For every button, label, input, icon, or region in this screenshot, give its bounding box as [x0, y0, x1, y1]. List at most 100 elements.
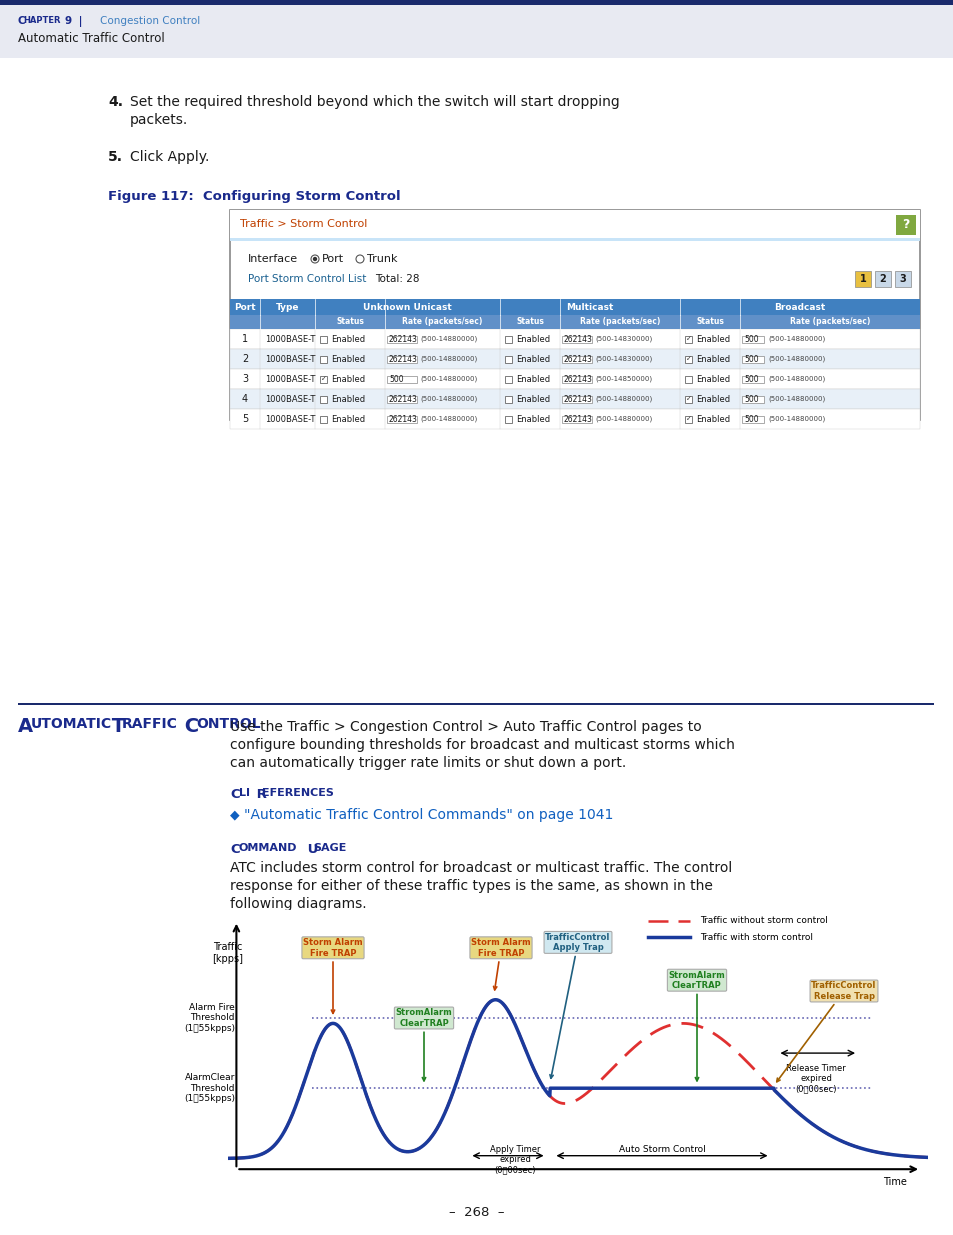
Text: Enabled: Enabled: [696, 335, 729, 343]
Text: Traffic
[kpps]: Traffic [kpps]: [213, 942, 243, 965]
Bar: [230, 369, 919, 389]
Text: Alarm Fire
Threshold
(1ⷂ55kpps): Alarm Fire Threshold (1ⷂ55kpps): [184, 1003, 234, 1032]
Bar: [230, 238, 919, 241]
Text: LI: LI: [239, 788, 250, 798]
Text: response for either of these traffic types is the same, as shown in the: response for either of these traffic typ…: [230, 879, 712, 893]
Text: ◆: ◆: [230, 808, 239, 821]
Text: T: T: [105, 718, 125, 736]
Bar: [741, 356, 763, 363]
Text: (500-14880000): (500-14880000): [419, 416, 476, 422]
Text: (500-14880000): (500-14880000): [767, 416, 824, 422]
Text: Status: Status: [696, 317, 723, 326]
Text: configure bounding thresholds for broadcast and multicast storms which: configure bounding thresholds for broadc…: [230, 739, 734, 752]
Text: Trunk: Trunk: [367, 254, 397, 264]
Bar: [504, 356, 512, 363]
Text: 262143: 262143: [563, 354, 592, 363]
Text: Traffic with storm control: Traffic with storm control: [700, 932, 813, 941]
Text: TrafficControl
Apply Trap: TrafficControl Apply Trap: [545, 932, 610, 1078]
Text: Automatic Traffic Control: Automatic Traffic Control: [18, 32, 165, 44]
Text: ✓: ✓: [685, 356, 691, 362]
Text: can automatically trigger rate limits or shut down a port.: can automatically trigger rate limits or…: [230, 756, 625, 769]
Text: 1000BASE-T: 1000BASE-T: [265, 394, 315, 404]
Text: Auto Storm Control: Auto Storm Control: [618, 1145, 704, 1153]
Text: AlarmClear
Threshold
(1ⷂ55kpps): AlarmClear Threshold (1ⷂ55kpps): [184, 1073, 234, 1103]
Text: ✓: ✓: [685, 396, 691, 403]
Text: Click Apply.: Click Apply.: [130, 149, 209, 164]
Text: 262143: 262143: [389, 394, 417, 404]
Text: 1000BASE-T: 1000BASE-T: [265, 374, 315, 384]
Circle shape: [355, 254, 364, 263]
Bar: [894, 270, 910, 287]
Text: 500: 500: [743, 354, 758, 363]
Text: (500-14880000): (500-14880000): [419, 356, 476, 362]
Text: (500-14880000): (500-14880000): [767, 395, 824, 403]
Text: Enabled: Enabled: [331, 354, 365, 363]
Text: ONTROL: ONTROL: [195, 718, 260, 731]
Text: Storm Alarm
Fire TRAP: Storm Alarm Fire TRAP: [303, 939, 362, 1014]
Text: Traffic > Storm Control: Traffic > Storm Control: [240, 219, 367, 228]
Text: (500-14880000): (500-14880000): [419, 395, 476, 403]
Bar: [230, 315, 919, 329]
Bar: [895, 215, 915, 235]
Text: 3: 3: [899, 274, 905, 284]
Circle shape: [311, 254, 318, 263]
Bar: [319, 375, 327, 383]
Text: (500-14830000): (500-14830000): [595, 336, 652, 342]
Text: (500-14880000): (500-14880000): [595, 395, 652, 403]
Bar: [741, 416, 763, 424]
Text: ✓: ✓: [320, 375, 326, 382]
Bar: [504, 375, 512, 383]
Text: C: C: [230, 844, 239, 856]
Bar: [741, 336, 763, 343]
Text: Enabled: Enabled: [516, 415, 550, 424]
Text: ✓: ✓: [685, 416, 691, 422]
Text: (500-14880000): (500-14880000): [767, 356, 824, 362]
Text: (500-14850000): (500-14850000): [595, 375, 652, 383]
Bar: [684, 356, 691, 363]
Text: 262143: 262143: [563, 415, 592, 424]
Bar: [319, 356, 327, 363]
Bar: [874, 270, 890, 287]
Text: following diagrams.: following diagrams.: [230, 897, 366, 911]
Text: 262143: 262143: [389, 415, 417, 424]
Text: 1000BASE-T: 1000BASE-T: [265, 354, 315, 363]
Bar: [561, 396, 592, 403]
Bar: [230, 210, 919, 238]
Text: Enabled: Enabled: [516, 354, 550, 363]
Text: C: C: [230, 788, 239, 802]
Text: ?: ?: [902, 219, 909, 231]
Text: 1: 1: [242, 333, 248, 345]
Bar: [0, 0, 953, 5]
Bar: [0, 0, 953, 58]
Text: –  268  –: – 268 –: [449, 1207, 504, 1219]
Bar: [561, 356, 592, 363]
Text: C: C: [178, 718, 199, 736]
Text: R: R: [252, 788, 267, 802]
Text: 262143: 262143: [563, 374, 592, 384]
Text: Multicast: Multicast: [566, 303, 613, 311]
Bar: [684, 375, 691, 383]
Text: Port Storm Control List: Port Storm Control List: [248, 274, 366, 284]
Bar: [504, 336, 512, 343]
Text: A: A: [18, 718, 33, 736]
Bar: [319, 396, 327, 403]
Text: Enabled: Enabled: [696, 394, 729, 404]
Text: OMMAND: OMMAND: [239, 844, 297, 853]
Bar: [230, 350, 919, 369]
Text: 500: 500: [743, 335, 758, 343]
Text: 500: 500: [743, 394, 758, 404]
Text: (500-14880000): (500-14880000): [419, 336, 476, 342]
Text: SAGE: SAGE: [313, 844, 346, 853]
Text: Enabled: Enabled: [516, 374, 550, 384]
Bar: [684, 416, 691, 424]
Bar: [741, 396, 763, 403]
Text: Enabled: Enabled: [696, 415, 729, 424]
Text: 500: 500: [743, 415, 758, 424]
Text: Apply Timer
expired
(0ⷃ00sec): Apply Timer expired (0ⷃ00sec): [489, 1145, 539, 1174]
Text: (500-14880000): (500-14880000): [419, 375, 476, 383]
Text: Traffic without storm control: Traffic without storm control: [700, 916, 827, 925]
Text: 262143: 262143: [389, 354, 417, 363]
Text: Total: 28: Total: 28: [375, 274, 419, 284]
Text: Storm Alarm
Fire TRAP: Storm Alarm Fire TRAP: [471, 939, 530, 990]
Text: (500-14830000): (500-14830000): [595, 356, 652, 362]
